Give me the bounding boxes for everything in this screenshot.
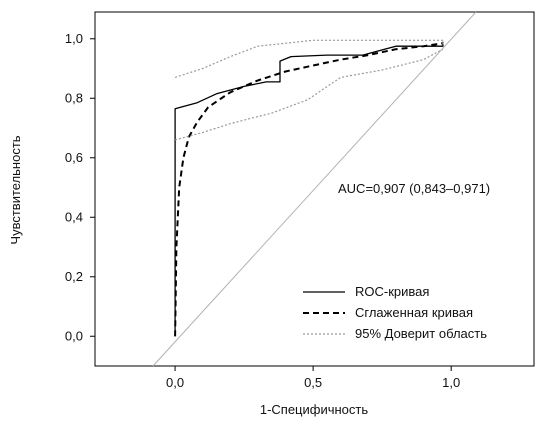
series-solid-line xyxy=(174,41,444,337)
legend-label: 95% Доверит область xyxy=(355,326,487,341)
plot-frame xyxy=(94,11,535,367)
y-tick-label: 0,6 xyxy=(65,150,83,165)
y-tick-label: 1,0 xyxy=(65,31,83,46)
series-dotted-line xyxy=(174,39,444,78)
legend: ROC-кривая Сглаженная кривая 95% Доверит о… xyxy=(303,284,487,341)
x-tick-label: 0,5 xyxy=(304,375,322,390)
x-tick-labels: 0,0 0,5 1,0 xyxy=(166,375,460,390)
axis-ticks xyxy=(90,38,452,371)
x-tick-label: 1,0 xyxy=(442,375,460,390)
x-axis-label: 1-Специфичность xyxy=(260,402,369,417)
series-solid-line xyxy=(152,11,477,367)
x-tick-label: 0,0 xyxy=(166,375,184,390)
legend-label: ROC-кривая xyxy=(355,284,429,299)
auc-annotation: AUC=0,907 (0,843–0,971) xyxy=(338,181,490,196)
y-tick-label: 0,2 xyxy=(65,269,83,284)
series-dashed-line xyxy=(174,42,444,337)
y-axis-label: Чувствительность xyxy=(8,135,23,244)
y-tick-labels: 0,0 0,2 0,4 0,6 0,8 1,0 xyxy=(65,31,83,343)
curves xyxy=(152,11,477,367)
y-tick-label: 0,8 xyxy=(65,90,83,105)
legend-label: Сглаженная кривая xyxy=(355,305,473,320)
series-dotted-line xyxy=(174,48,444,141)
y-tick-label: 0,0 xyxy=(65,328,83,343)
y-tick-label: 0,4 xyxy=(65,209,83,224)
